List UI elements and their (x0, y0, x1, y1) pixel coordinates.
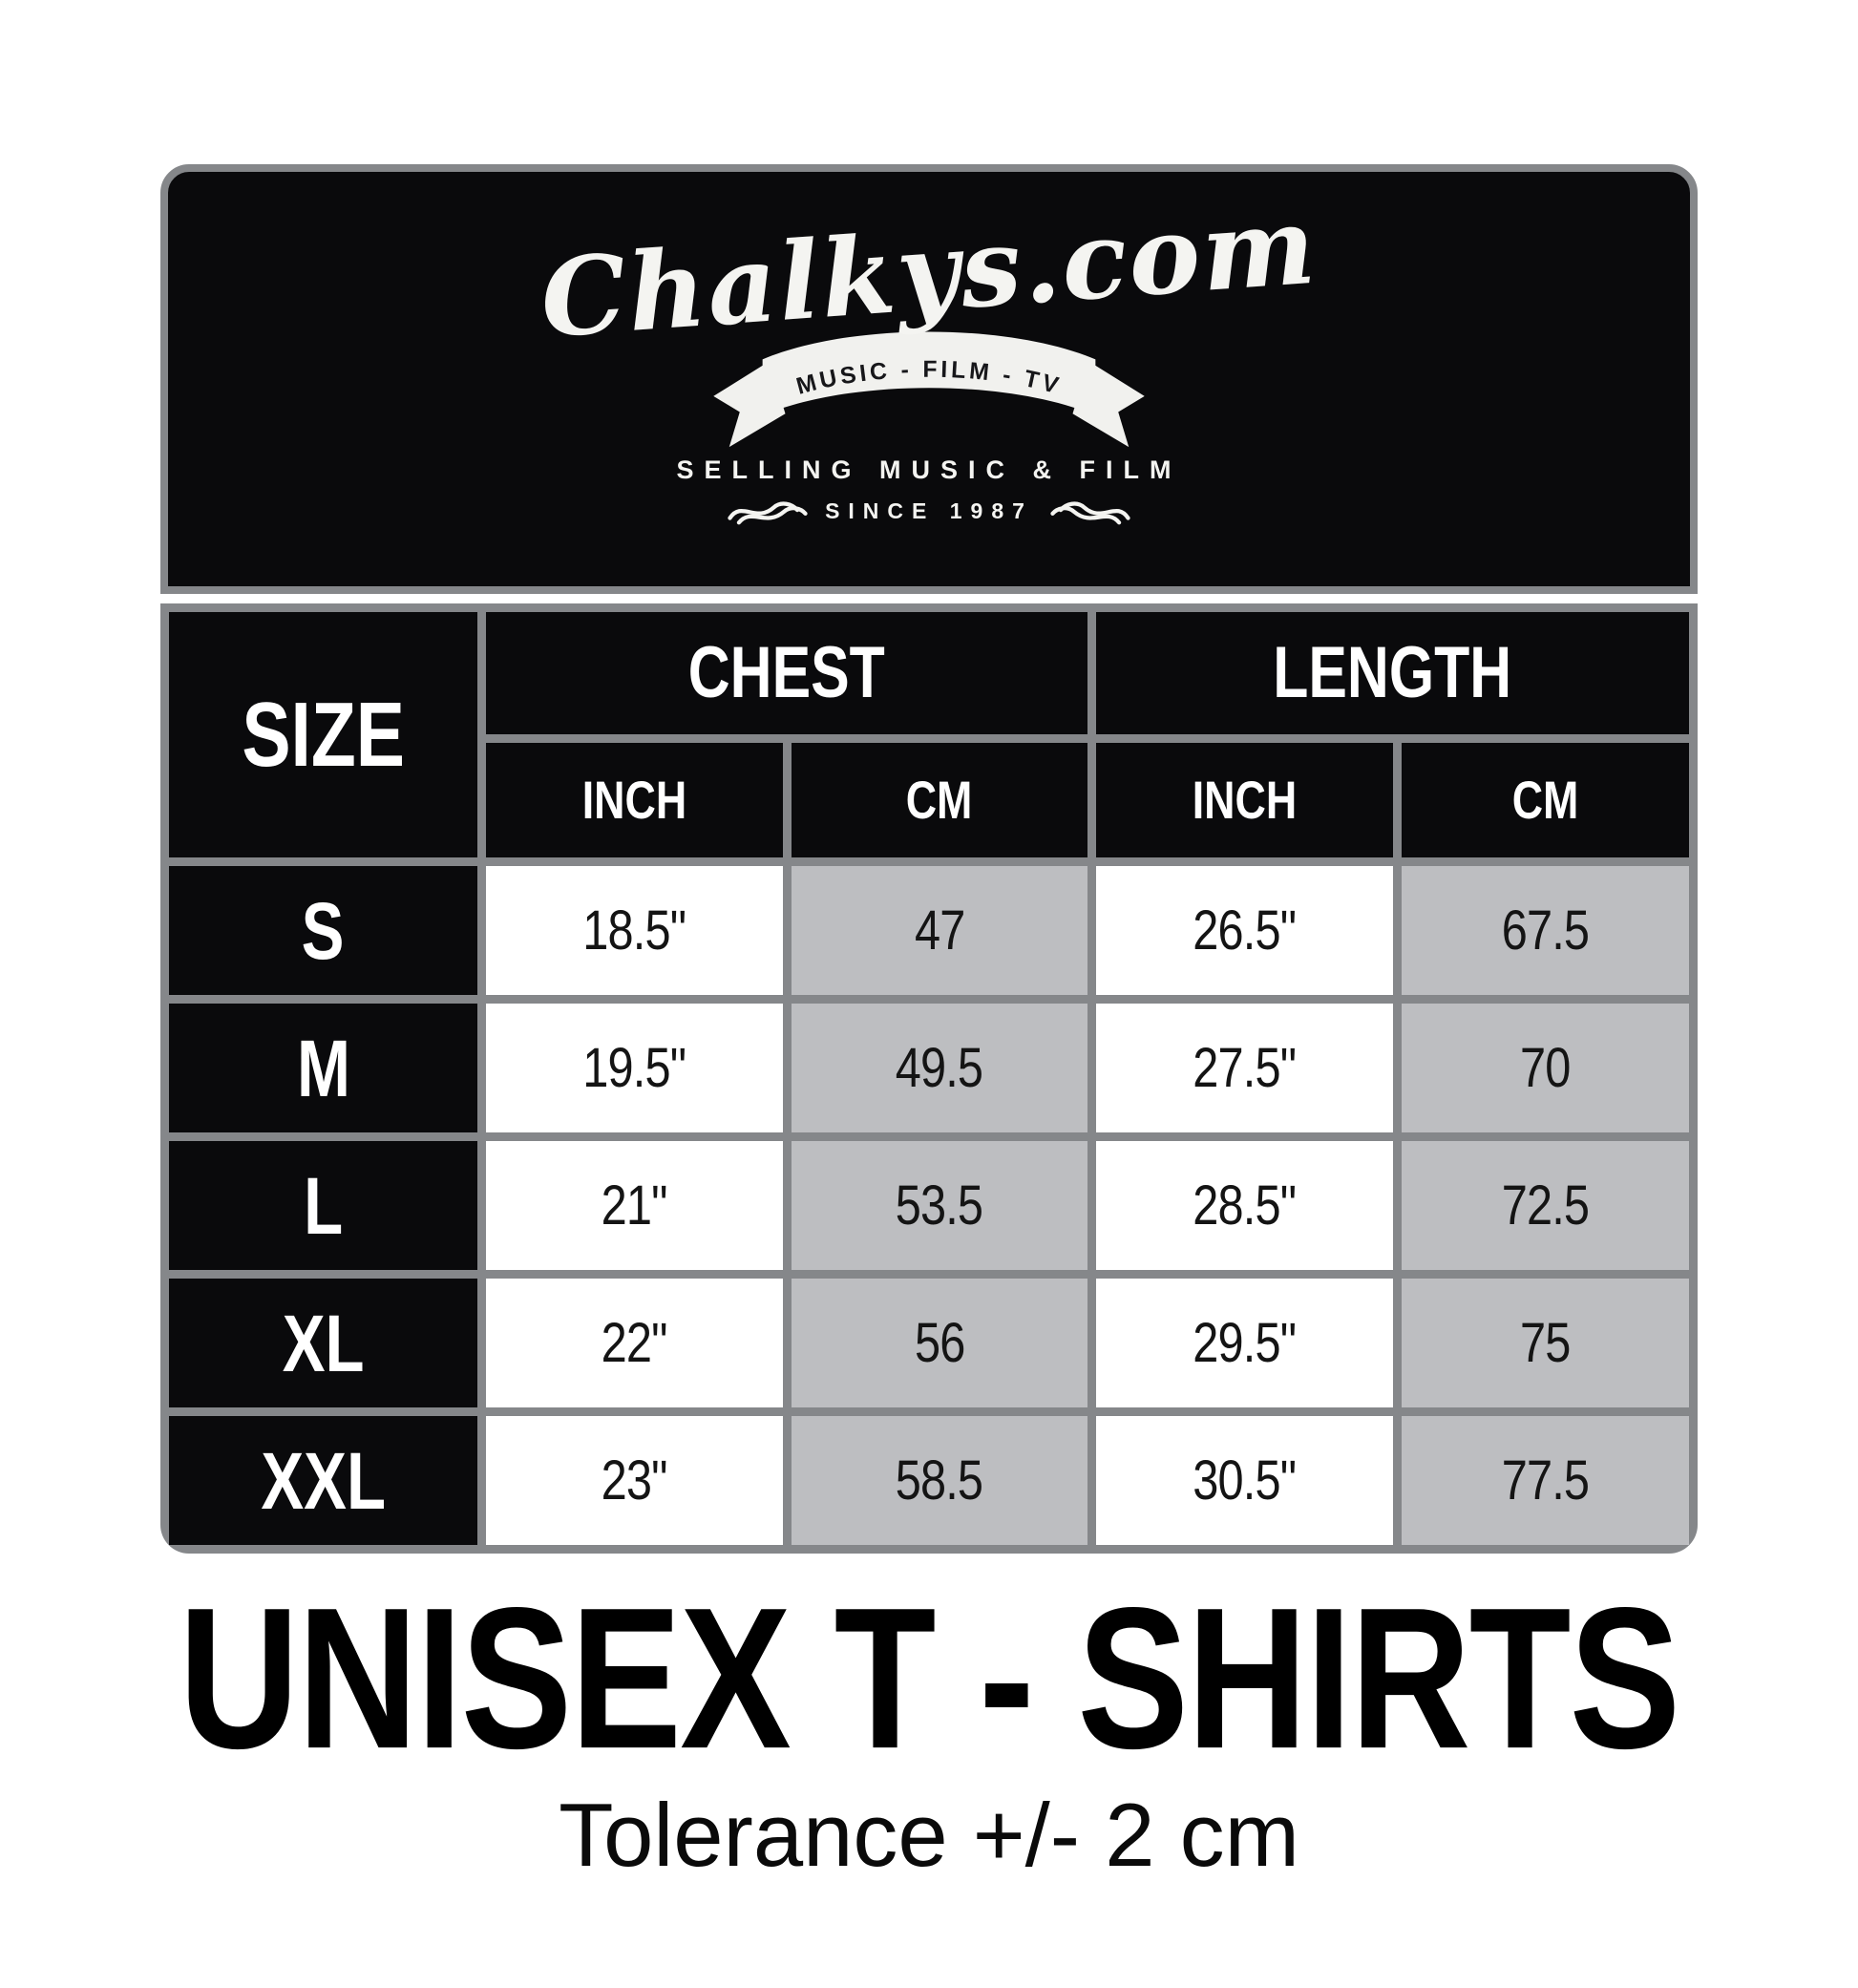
ribbon-banner-icon: MUSIC - FILM - TV (713, 331, 1145, 447)
unit-label: INCH (1192, 770, 1298, 830)
size-label: L (303, 1160, 344, 1251)
row-m-size: M (169, 1004, 477, 1132)
cell-value: 22" (601, 1311, 668, 1374)
row-xl-length-inch: 29.5" (1096, 1279, 1393, 1407)
row-s-size: S (169, 866, 477, 995)
cell-value: 23" (601, 1449, 668, 1512)
row-s-chest-cm: 47 (791, 866, 1088, 995)
row-m-length-cm: 70 (1401, 1004, 1689, 1132)
cell-value: 72.5 (1501, 1174, 1590, 1237)
col-group-chest: CHEST (486, 612, 1088, 734)
row-xxl-chest-inch: 23" (486, 1416, 783, 1545)
col-group-length: LENGTH (1096, 612, 1689, 734)
unit-label: CM (906, 770, 973, 830)
cell-value: 75 (1520, 1311, 1571, 1374)
cell-value: 29.5" (1193, 1311, 1297, 1374)
size-chart-grid: SIZE CHEST LENGTH INCH CM INCH CM S (169, 612, 1689, 1545)
since-text: SINCE 1987 (825, 498, 1033, 524)
cell-value: 77.5 (1501, 1449, 1590, 1512)
cell-value: 49.5 (896, 1036, 983, 1099)
cell-value: 56 (914, 1311, 965, 1374)
size-label: S (302, 885, 345, 976)
row-xxl-length-cm: 77.5 (1401, 1416, 1689, 1545)
row-xl-length-cm: 75 (1401, 1279, 1689, 1407)
product-title-text: UNISEX T - SHIRTS (179, 1565, 1680, 1790)
row-l-size: L (169, 1141, 477, 1270)
cell-value: 27.5" (1193, 1036, 1297, 1099)
cell-value: 58.5 (896, 1449, 983, 1512)
row-xxl-size: XXL (169, 1416, 477, 1545)
size-label: M (296, 1023, 350, 1113)
row-xxl-chest-cm: 58.5 (791, 1416, 1088, 1545)
cell-value: 47 (914, 899, 965, 962)
flourish-right-icon (1050, 501, 1130, 525)
col-header-size-label: SIZE (242, 683, 405, 786)
cell-value: 30.5" (1193, 1449, 1297, 1512)
row-l-length-cm: 72.5 (1401, 1141, 1689, 1270)
cell-value: 21" (601, 1174, 668, 1237)
ribbon-band (762, 331, 1096, 415)
brand-tagline: SELLING MUSIC & FILM (676, 455, 1182, 484)
cell-value: 26.5" (1193, 899, 1297, 962)
cell-value: 67.5 (1501, 899, 1590, 962)
cell-value: 18.5" (582, 899, 686, 962)
col-header-size: SIZE (169, 612, 477, 857)
row-m-chest-inch: 19.5" (486, 1004, 783, 1132)
cell-value: 53.5 (896, 1174, 983, 1237)
row-xl-size: XL (169, 1279, 477, 1407)
row-s-chest-inch: 18.5" (486, 866, 783, 995)
size-chart-table: SIZE CHEST LENGTH INCH CM INCH CM S (160, 603, 1698, 1554)
size-label: XXL (261, 1435, 386, 1526)
col-header-chest-inch: INCH (486, 743, 783, 857)
unit-label: CM (1511, 770, 1579, 830)
col-header-length-inch: INCH (1096, 743, 1393, 857)
size-label: XL (282, 1298, 365, 1388)
flourish-left-icon (728, 501, 808, 525)
cell-value: 70 (1520, 1036, 1571, 1099)
row-l-chest-cm: 53.5 (791, 1141, 1088, 1270)
row-m-length-inch: 27.5" (1096, 1004, 1393, 1132)
tolerance-note: Tolerance +/- 2 cm (559, 1785, 1299, 1885)
col-group-chest-label: CHEST (688, 632, 886, 713)
row-m-chest-cm: 49.5 (791, 1004, 1088, 1132)
cell-value: 19.5" (582, 1036, 686, 1099)
product-title: UNISEX T - SHIRTS (0, 1577, 1858, 1779)
col-header-length-cm: CM (1401, 743, 1689, 857)
row-l-chest-inch: 21" (486, 1141, 783, 1270)
col-group-length-label: LENGTH (1273, 632, 1512, 713)
unit-label: INCH (581, 770, 687, 830)
col-header-chest-cm: CM (791, 743, 1088, 857)
row-s-length-cm: 67.5 (1401, 866, 1689, 995)
row-xl-chest-cm: 56 (791, 1279, 1088, 1407)
row-s-length-inch: 26.5" (1096, 866, 1393, 995)
row-xl-chest-inch: 22" (486, 1279, 783, 1407)
row-l-length-inch: 28.5" (1096, 1141, 1393, 1270)
cell-value: 28.5" (1193, 1174, 1297, 1237)
since-row: SINCE 1987 (726, 497, 1132, 527)
brand-header: Chalkys.com MUSIC - FILM - TV SELLING MU… (160, 164, 1698, 594)
row-xxl-length-inch: 30.5" (1096, 1416, 1393, 1545)
